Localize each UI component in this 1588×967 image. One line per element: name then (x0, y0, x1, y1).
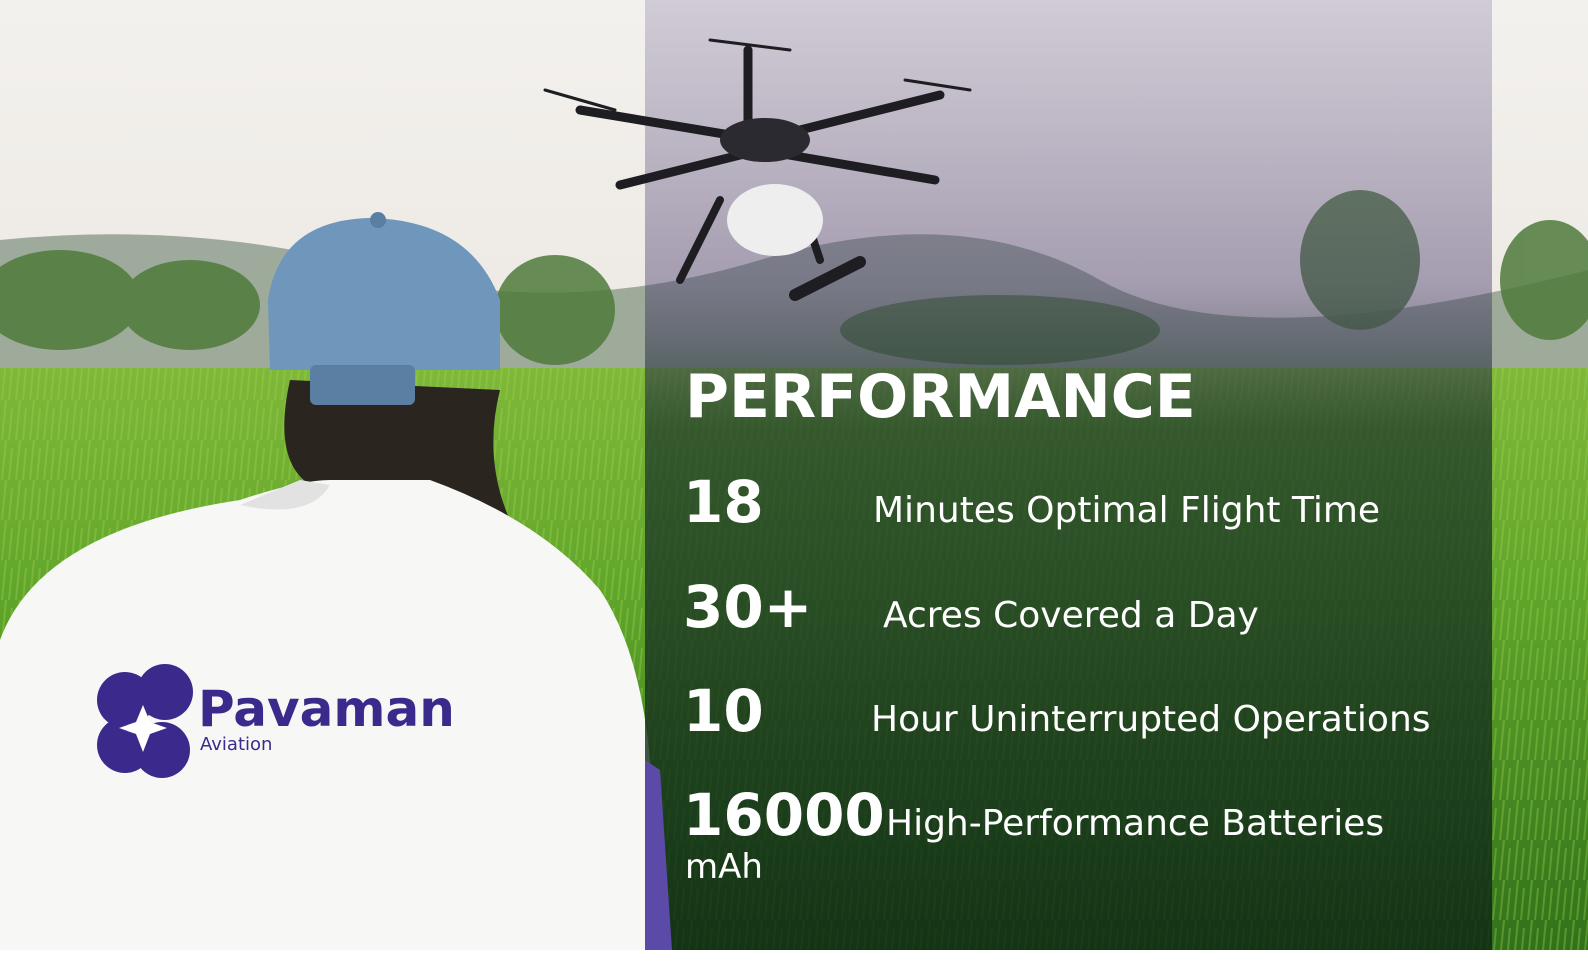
stat-value: 30+ (683, 573, 812, 641)
stat-label: Minutes Optimal Flight Time (873, 490, 1380, 531)
banner: Pavaman Aviation PERFORMANCE 18 Minutes … (0, 0, 1588, 967)
stat-value: 18 (683, 468, 764, 536)
stat-label: High-Performance Batteries (886, 803, 1384, 844)
bottom-edge (0, 950, 1588, 967)
stat-label: Acres Covered a Day (883, 595, 1259, 636)
logo-name: Pavaman (198, 680, 455, 738)
logo-tagline: Aviation (200, 734, 272, 755)
stat-value: 10 (683, 677, 764, 745)
page: {"logo": {"name": "Pavaman", "tagline": … (0, 0, 1588, 967)
stat-value: 16000 (683, 781, 885, 849)
stat-unit: mAh (685, 847, 763, 887)
panel-title: PERFORMANCE (685, 362, 1196, 432)
stat-label: Hour Uninterrupted Operations (871, 699, 1431, 740)
